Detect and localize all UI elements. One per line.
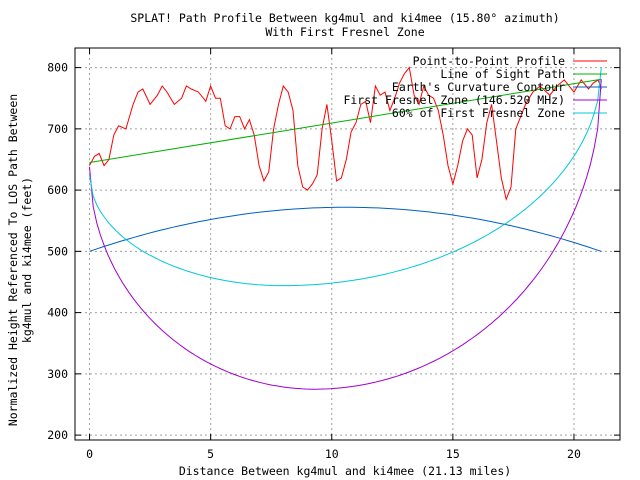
- y-tick-label: 400: [47, 306, 68, 320]
- series-line-1: [89, 78, 602, 163]
- y-tick-label: 200: [47, 428, 68, 442]
- x-tick-label: 5: [207, 447, 214, 461]
- plot-frame: [74, 47, 621, 441]
- series-lines: [89, 66, 602, 390]
- y-axis-label-line1: Normalized Height Referenced To LOS Path…: [6, 94, 20, 426]
- chart-subtitle: With First Fresnel Zone: [265, 25, 424, 39]
- x-tick-label: 10: [325, 447, 339, 461]
- legend-label: Line of Sight Path: [440, 67, 565, 81]
- legend-label: Point-to-Point Profile: [413, 54, 565, 68]
- y-tick-label: 500: [47, 244, 68, 258]
- y-tick-label: 600: [47, 183, 68, 197]
- series-line-0: [89, 66, 602, 201]
- grid: [75, 48, 620, 440]
- series-line-3: [89, 79, 602, 390]
- series-line-4: [89, 67, 602, 287]
- x-axis-label: Distance Between kg4mul and ki4mee (21.1…: [179, 464, 511, 478]
- legend-label: Earth's Curvature Contour: [392, 80, 565, 94]
- x-ticks: 0 5 10 15 20: [86, 48, 581, 461]
- legend-label: First Fresnel Zone (146.520 MHz): [343, 93, 565, 107]
- chart-title: SPLAT! Path Profile Between kg4mul and k…: [130, 11, 559, 25]
- y-ticks: 200 300 400 500 600 700 800: [47, 61, 620, 442]
- series-line-2: [89, 206, 602, 252]
- x-tick-label: 0: [86, 447, 93, 461]
- y-tick-label: 800: [47, 61, 68, 75]
- y-tick-label: 300: [47, 367, 68, 381]
- y-axis-label-line2: kg4mul and ki4mee (feet): [20, 177, 34, 343]
- x-tick-label: 15: [446, 447, 460, 461]
- y-tick-label: 700: [47, 122, 68, 136]
- legend-label: 60% of First Fresnel Zone: [392, 106, 565, 120]
- x-tick-label: 20: [567, 447, 581, 461]
